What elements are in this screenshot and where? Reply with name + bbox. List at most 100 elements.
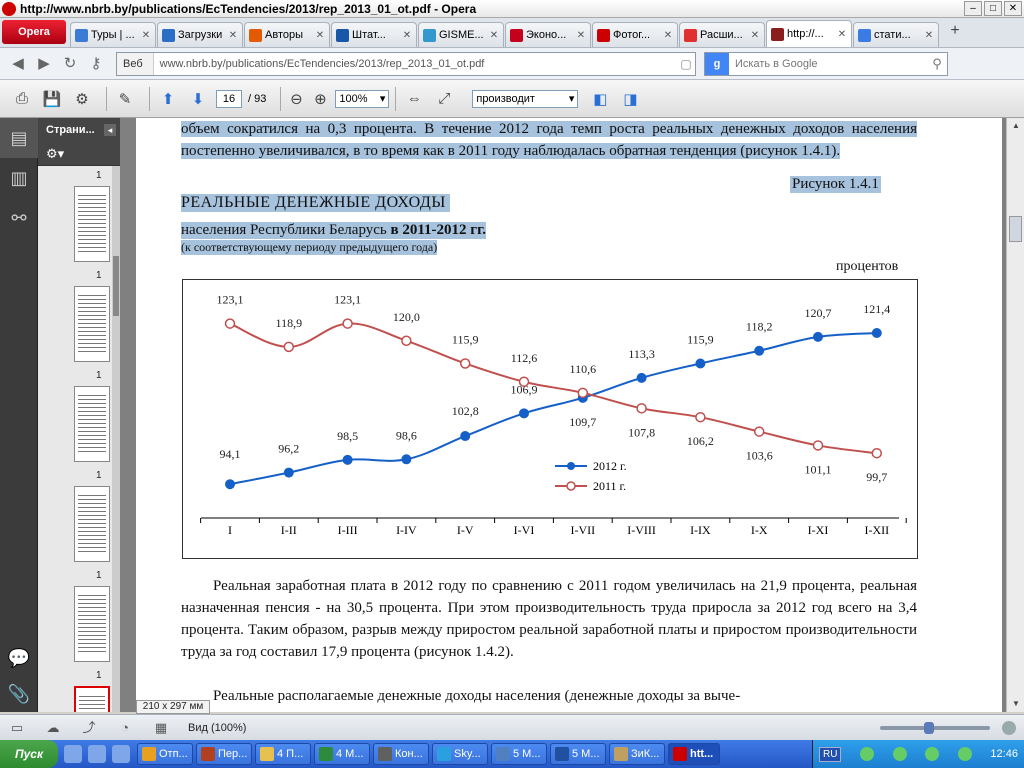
browser-tab[interactable]: стати... ✕ [853, 22, 939, 47]
key-icon[interactable]: ⚷ [90, 54, 102, 72]
start-button[interactable]: Пуск [0, 740, 58, 768]
scroll-down-icon[interactable]: ▼ [1012, 699, 1020, 708]
browser-tab[interactable]: Авторы ✕ [244, 22, 330, 47]
taskbar-button[interactable]: Отп... [137, 743, 193, 765]
forward-arrow-icon[interactable]: ▶ [38, 54, 50, 72]
attachment-icon[interactable]: 📎 [7, 683, 31, 704]
fit-width-icon[interactable]: ⇔ [406, 90, 422, 107]
opera-menu-button[interactable]: Opera [2, 20, 66, 44]
browser-tab[interactable]: Туры | ... ✕ [70, 22, 156, 47]
new-tab-button[interactable]: + [950, 22, 960, 39]
page-thumbnail[interactable] [74, 486, 110, 562]
url-text[interactable]: www.nbrb.by/publications/EcTendencies/20… [159, 57, 485, 70]
zoom-out-icon[interactable]: ⊖ [290, 90, 303, 108]
save-icon[interactable]: 💾 [42, 90, 62, 108]
browser-tab[interactable]: Фотог... ✕ [592, 22, 678, 47]
speed-dial-icon[interactable]: ◔ [121, 719, 129, 735]
scrollbar-thumb[interactable] [113, 256, 119, 316]
collapse-icon[interactable]: ◂ [104, 124, 116, 136]
taskbar-button[interactable]: ЗиК... [609, 743, 665, 765]
panels-icon[interactable]: ▭ [10, 719, 24, 735]
figure-subtitle-text: населения Республики Беларусь [181, 222, 391, 238]
tab-close-icon[interactable]: ✕ [924, 29, 934, 41]
minimize-button[interactable]: – [964, 1, 982, 16]
find-input[interactable]: производит ▾ [472, 89, 579, 108]
tray-antivirus-icon[interactable] [892, 747, 907, 761]
tab-close-icon[interactable]: ✕ [489, 29, 499, 41]
page-thumbnail[interactable] [74, 286, 110, 362]
share-icon[interactable]: ⤴ [82, 719, 96, 735]
tab-close-icon[interactable]: ✕ [315, 29, 325, 41]
tab-close-icon[interactable]: ✕ [141, 29, 151, 41]
tab-close-icon[interactable]: ✕ [228, 29, 238, 41]
page-number-input[interactable]: 16 [216, 89, 242, 108]
taskbar-button[interactable]: 5 М... [491, 743, 547, 765]
browser-tab[interactable]: http://... ✕ [766, 20, 852, 47]
scrollbar-thumb[interactable] [1009, 216, 1022, 242]
maximize-button[interactable]: □ [984, 1, 1002, 16]
search-field[interactable]: g ⚲ [704, 51, 948, 76]
taskbar-button[interactable]: Кон... [373, 743, 429, 765]
tray-network-icon[interactable] [860, 747, 875, 761]
zoom-slider[interactable] [880, 721, 1016, 735]
browser-tab[interactable]: Расши... ✕ [679, 22, 765, 47]
find-previous-icon[interactable]: ◧ [593, 90, 608, 108]
reload-icon[interactable]: ↻ [63, 54, 77, 72]
image-view-icon[interactable]: ▦ [154, 719, 168, 735]
page-thumbnail[interactable] [74, 186, 110, 262]
fit-page-icon[interactable]: ⤢ [438, 90, 451, 107]
options-gear-icon[interactable]: ⚙▾ [46, 146, 65, 161]
browser-tab[interactable]: GISME... ✕ [418, 22, 504, 47]
browser-tab[interactable]: Загрузки ✕ [157, 22, 243, 47]
google-icon[interactable]: g [705, 52, 729, 75]
find-next-icon[interactable]: ◨ [623, 90, 638, 108]
search-binoculars-icon[interactable]: ⚯ [11, 207, 27, 228]
zoom-slider-handle[interactable] [924, 722, 934, 734]
taskbar-button[interactable]: Пер... [196, 743, 252, 765]
thumbnail-scrollbar[interactable] [112, 166, 120, 712]
back-arrow-icon[interactable]: ◀ [12, 54, 24, 72]
view-zoom-label[interactable]: Вид (100%) [188, 721, 247, 734]
search-icon[interactable]: ⚲ [932, 55, 942, 71]
address-field[interactable]: Веб www.nbrb.by/publications/EcTendencie… [116, 51, 696, 76]
tab-close-icon[interactable]: ✕ [576, 29, 586, 41]
browser-tab[interactable]: Штат... ✕ [331, 22, 417, 47]
document-scrollbar[interactable]: ▲ ▼ [1006, 118, 1024, 712]
taskbar-button[interactable]: 4 М... [314, 743, 370, 765]
share-icon[interactable]: ⚙ [75, 90, 89, 108]
browser-tab[interactable]: Эконо... ✕ [505, 22, 591, 47]
page-thumbnail[interactable] [74, 586, 110, 662]
scroll-up-icon[interactable]: ▲ [1012, 121, 1020, 130]
close-button[interactable]: ✕ [1004, 1, 1022, 16]
zoom-in-icon[interactable]: ⊕ [314, 90, 327, 108]
cloud-icon[interactable]: ☁ [46, 719, 60, 735]
stamp-icon[interactable]: ✎ [118, 90, 132, 108]
page-up-icon[interactable]: ⬆ [161, 90, 175, 108]
print-icon[interactable]: ⎙ [15, 90, 28, 107]
fit-icon[interactable] [1002, 721, 1016, 735]
tray-update-icon[interactable] [957, 747, 972, 761]
tab-close-icon[interactable]: ✕ [750, 29, 760, 41]
pages-icon[interactable]: ▤ [0, 118, 38, 158]
address-mode-label[interactable]: Веб [117, 52, 154, 75]
taskbar-button[interactable]: Sky... [432, 743, 488, 765]
comments-icon[interactable]: 💬 [7, 647, 31, 668]
tab-close-icon[interactable]: ✕ [663, 29, 673, 41]
taskbar-button[interactable]: 4 П... [255, 743, 311, 765]
page-down-icon[interactable]: ⬇ [191, 90, 205, 108]
page-thumbnail[interactable] [74, 386, 110, 462]
taskbar-button[interactable]: htt... [668, 743, 720, 765]
page-thumbnail[interactable] [74, 686, 110, 712]
zoom-select[interactable]: 100% ▾ [335, 89, 390, 108]
zoom-track[interactable] [880, 722, 990, 734]
taskbar-button[interactable]: 5 М... [550, 743, 606, 765]
quicklaunch-opera-icon[interactable] [64, 745, 82, 763]
quicklaunch-desktop-icon[interactable] [112, 745, 130, 763]
tab-close-icon[interactable]: ✕ [837, 28, 847, 40]
tray-volume-icon[interactable] [925, 747, 940, 761]
language-indicator[interactable]: RU [819, 746, 842, 762]
bookmarks-icon[interactable]: ▥ [10, 167, 28, 188]
quicklaunch-ie-icon[interactable] [88, 745, 106, 763]
tab-close-icon[interactable]: ✕ [402, 29, 412, 41]
search-input[interactable] [729, 57, 927, 70]
